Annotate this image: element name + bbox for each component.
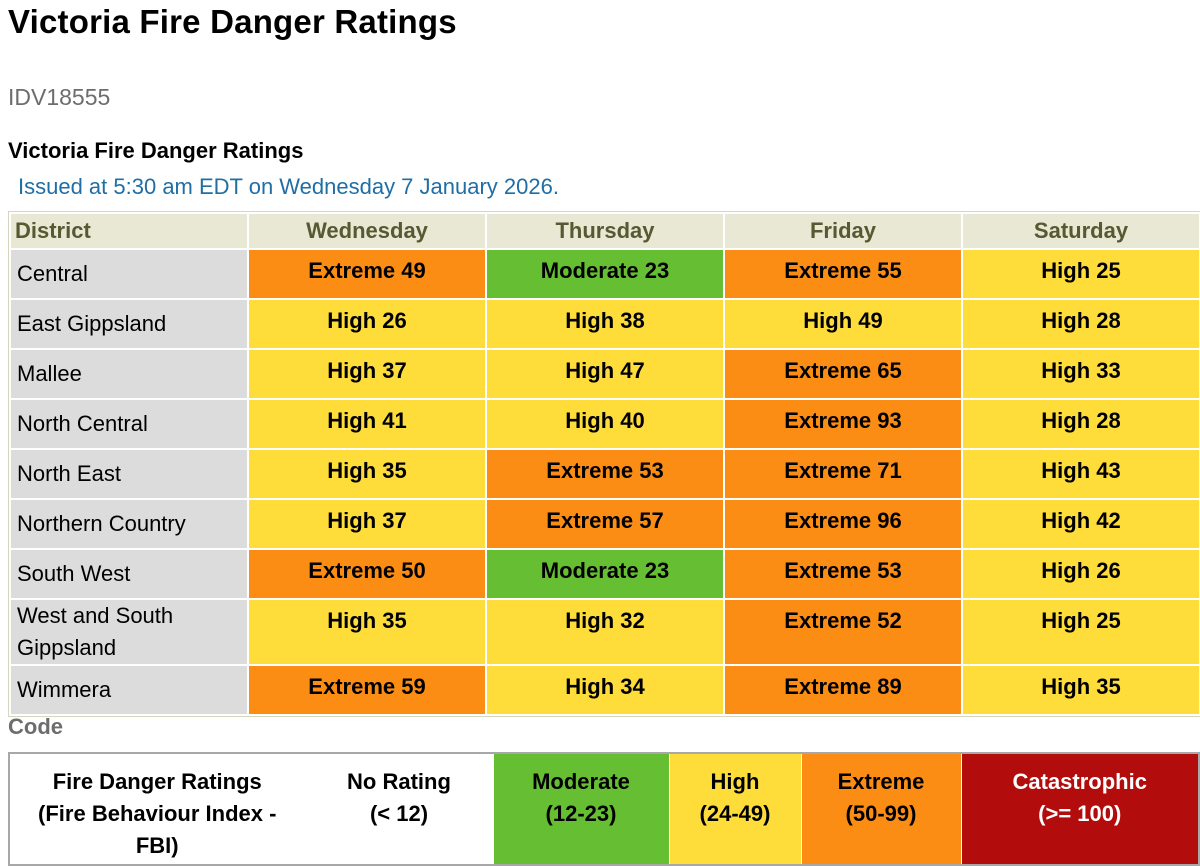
legend-row: Fire Danger Ratings (Fire Behaviour Inde… xyxy=(8,752,1200,866)
product-id: IDV18555 xyxy=(8,84,111,110)
column-header-wednesday: Wednesday xyxy=(249,214,485,248)
rating-cell-saturday: High 35 xyxy=(963,666,1199,714)
code-title: Code xyxy=(8,714,63,739)
legend-name: Extreme xyxy=(837,769,925,794)
rating-cell-saturday: High 33 xyxy=(963,350,1199,398)
legend-name: High xyxy=(710,769,760,794)
rating-cell-wednesday: High 37 xyxy=(249,350,485,398)
column-header-friday: Friday xyxy=(725,214,961,248)
rating-cell-thursday: High 32 xyxy=(487,600,723,664)
rating-cell-thursday: Extreme 53 xyxy=(487,450,723,498)
district-name: West and South Gippsland xyxy=(11,600,247,664)
ratings-table-body: Central Extreme 49 Moderate 23 Extreme 55 Hi… xyxy=(11,250,1199,714)
legend-extreme: Extreme (50-99) xyxy=(800,752,962,866)
rating-cell-saturday: High 26 xyxy=(963,550,1199,598)
rating-cell-saturday: High 42 xyxy=(963,500,1199,548)
table-row: Northern Country High 37 Extreme 57 Extreme… xyxy=(11,500,1199,548)
legend-name: Moderate xyxy=(532,769,630,794)
rating-cell-wednesday: Extreme 49 xyxy=(249,250,485,298)
legend-range: (50-99) xyxy=(845,801,917,826)
legend-name: No Rating xyxy=(347,769,451,794)
rating-cell-friday: Extreme 71 xyxy=(725,450,961,498)
rating-cell-wednesday: High 37 xyxy=(249,500,485,548)
rating-cell-wednesday: High 26 xyxy=(249,300,485,348)
rating-cell-friday: Extreme 55 xyxy=(725,250,961,298)
legend-label-line: FBI) xyxy=(135,833,179,858)
table-row: North East High 35 Extreme 53 Extreme 71 Hig… xyxy=(11,450,1199,498)
rating-cell-thursday: High 40 xyxy=(487,400,723,448)
district-name: Mallee xyxy=(11,350,247,398)
legend-range: (>= 100) xyxy=(1038,801,1122,826)
rating-cell-saturday: High 43 xyxy=(963,450,1199,498)
table-row: South West Extreme 50 Moderate 23 Extreme 5… xyxy=(11,550,1199,598)
column-header-thursday: Thursday xyxy=(487,214,723,248)
rating-cell-saturday: High 28 xyxy=(963,400,1199,448)
rating-cell-thursday: High 47 xyxy=(487,350,723,398)
fire-danger-ratings-table: District Wednesday Thursday Friday Satur… xyxy=(8,211,1200,717)
table-row: Central Extreme 49 Moderate 23 Extreme 55 Hi… xyxy=(11,250,1199,298)
rating-cell-thursday: High 38 xyxy=(487,300,723,348)
legend-name: Catastrophic xyxy=(1012,769,1147,794)
table-row: Mallee High 37 High 47 Extreme 65 High 33 xyxy=(11,350,1199,398)
rating-cell-wednesday: High 35 xyxy=(249,600,485,664)
rating-cell-friday: Extreme 53 xyxy=(725,550,961,598)
table-header-row: District Wednesday Thursday Friday Satur… xyxy=(11,214,1199,248)
district-name: Central xyxy=(11,250,247,298)
rating-cell-saturday: High 25 xyxy=(963,600,1199,664)
legend-no-rating: No Rating (< 12) xyxy=(304,752,494,866)
rating-cell-friday: High 49 xyxy=(725,300,961,348)
rating-cell-wednesday: High 41 xyxy=(249,400,485,448)
rating-cell-friday: Extreme 93 xyxy=(725,400,961,448)
table-row: East Gippsland High 26 High 38 High 49 High … xyxy=(11,300,1199,348)
district-name: North Central xyxy=(11,400,247,448)
rating-cell-friday: Extreme 96 xyxy=(725,500,961,548)
legend-label-line: Fire Danger Ratings xyxy=(52,769,262,794)
table-row: North Central High 41 High 40 Extreme 93 Hig… xyxy=(11,400,1199,448)
legend-catastrophic: Catastrophic (>= 100) xyxy=(960,752,1200,866)
rating-cell-wednesday: High 35 xyxy=(249,450,485,498)
rating-cell-wednesday: Extreme 59 xyxy=(249,666,485,714)
column-header-saturday: Saturday xyxy=(963,214,1199,248)
issued-time: Issued at 5:30 am EDT on Wednesday 7 Jan… xyxy=(18,174,559,199)
rating-cell-friday: Extreme 52 xyxy=(725,600,961,664)
table-row: West and South Gippsland High 35 High 32 Ex… xyxy=(11,600,1199,664)
rating-cell-thursday: High 34 xyxy=(487,666,723,714)
section-title: Victoria Fire Danger Ratings xyxy=(8,138,304,163)
rating-cell-friday: Extreme 89 xyxy=(725,666,961,714)
district-name: Wimmera xyxy=(11,666,247,714)
page-title: Victoria Fire Danger Ratings xyxy=(8,3,457,40)
rating-code-legend: Fire Danger Ratings (Fire Behaviour Inde… xyxy=(8,752,1200,866)
rating-cell-friday: Extreme 65 xyxy=(725,350,961,398)
column-header-district: District xyxy=(11,214,247,248)
legend-moderate: Moderate (12-23) xyxy=(492,752,670,866)
legend-label-line: (Fire Behaviour Index - xyxy=(38,801,277,826)
rating-cell-saturday: High 28 xyxy=(963,300,1199,348)
rating-cell-thursday: Extreme 57 xyxy=(487,500,723,548)
legend-label: Fire Danger Ratings (Fire Behaviour Inde… xyxy=(8,752,306,866)
table-row: Wimmera Extreme 59 High 34 Extreme 89 High 3… xyxy=(11,666,1199,714)
legend-range: (< 12) xyxy=(369,801,429,826)
district-name: Northern Country xyxy=(11,500,247,548)
district-name: East Gippsland xyxy=(11,300,247,348)
rating-cell-wednesday: Extreme 50 xyxy=(249,550,485,598)
legend-range: (24-49) xyxy=(699,801,771,826)
district-name: North East xyxy=(11,450,247,498)
district-name: South West xyxy=(11,550,247,598)
rating-cell-thursday: Moderate 23 xyxy=(487,250,723,298)
rating-cell-thursday: Moderate 23 xyxy=(487,550,723,598)
legend-range: (12-23) xyxy=(545,801,617,826)
legend-high: High (24-49) xyxy=(668,752,802,866)
rating-cell-saturday: High 25 xyxy=(963,250,1199,298)
